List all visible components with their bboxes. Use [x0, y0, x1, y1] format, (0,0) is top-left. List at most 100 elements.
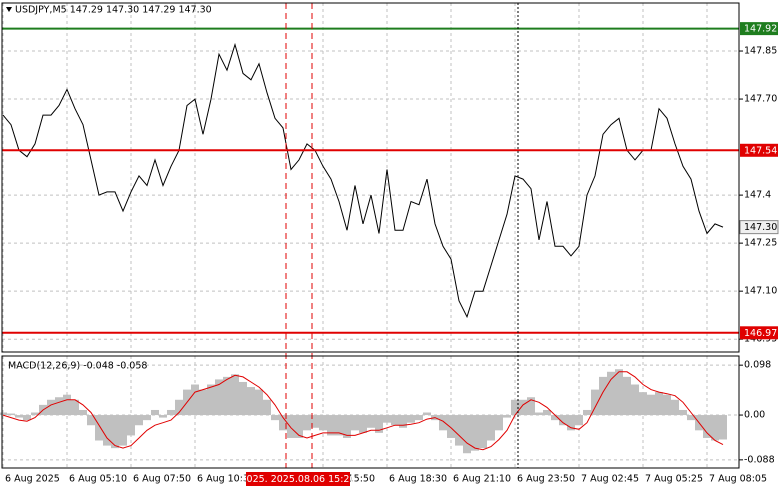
histogram-bar	[575, 415, 583, 426]
histogram-bar	[511, 399, 519, 416]
histogram-bar	[239, 381, 247, 416]
histogram-bar	[359, 415, 367, 433]
histogram-bar	[447, 415, 455, 438]
histogram-bar	[247, 387, 255, 416]
histogram-bar	[567, 415, 575, 431]
y-tick-label: 0.00	[744, 410, 765, 421]
macd-panel-border	[1, 355, 740, 469]
symbol-menu-icon[interactable]	[6, 7, 12, 12]
y-tick-label: 147.70	[744, 94, 777, 105]
histogram-bar	[159, 415, 167, 418]
histogram-bar	[7, 413, 15, 416]
histogram-bar	[663, 394, 671, 416]
level-tag	[740, 326, 778, 340]
histogram-bar	[591, 389, 599, 416]
histogram-bar	[263, 399, 271, 416]
histogram-bar	[647, 394, 655, 416]
histogram-bar	[439, 415, 447, 431]
histogram-bar	[167, 409, 175, 416]
histogram-bar	[287, 415, 295, 438]
histogram-bar	[63, 394, 71, 416]
histogram-bar	[271, 415, 279, 421]
histogram-bar	[151, 409, 159, 416]
histogram-bar	[559, 415, 567, 426]
histogram-bar	[423, 412, 431, 416]
histogram-bar	[191, 384, 199, 416]
last-price-label: 147.30	[744, 222, 777, 233]
x-tick-label: 6 Aug 07:50	[133, 474, 191, 485]
last-price-tag	[739, 220, 779, 235]
x-tick-label: 6 Aug 05:10	[69, 474, 127, 485]
level-label: 147.92	[744, 24, 777, 35]
histogram-bar	[551, 415, 559, 421]
histogram-bar	[543, 409, 551, 416]
histogram-bar	[335, 415, 343, 436]
histogram-bar	[319, 415, 327, 431]
x-tick-label: 6 Aug 2025	[5, 474, 60, 485]
level-label: 146.97	[744, 328, 777, 339]
histogram-bar	[687, 415, 695, 421]
histogram-bar	[255, 389, 263, 416]
y-tick-label: 147.25	[744, 238, 777, 249]
histogram-bar	[199, 389, 207, 416]
histogram-bar	[399, 415, 407, 428]
chart-title: USDJPY,M5 147.29 147.30 147.29 147.30	[15, 5, 212, 16]
histogram-bar	[639, 392, 647, 416]
x-tick-label: 7 Aug 02:45	[581, 474, 639, 485]
histogram-bar	[623, 376, 631, 416]
x-tick-label: 7 Aug 08:05	[709, 474, 767, 485]
x-tick-label: 6 Aug 21:10	[453, 474, 511, 485]
histogram-bar	[295, 415, 303, 438]
indicator-title: MACD(12,26,9) -0.048 -0.058	[8, 361, 147, 372]
histogram-bar	[535, 412, 543, 416]
histogram-bar	[303, 415, 311, 431]
x-tick-label: 6 Aug 23:50	[517, 474, 575, 485]
histogram-bar	[519, 399, 527, 416]
histogram-bar	[135, 415, 143, 426]
y-tick-label: 147.4	[744, 190, 771, 201]
histogram-bar	[407, 415, 415, 423]
histogram-bar	[47, 399, 55, 416]
histogram-bar	[487, 415, 495, 441]
histogram-bar	[719, 415, 727, 440]
histogram-bar	[55, 397, 63, 416]
histogram-bar	[495, 415, 503, 431]
y-tick-label: -0.088	[744, 454, 775, 465]
histogram-bar	[175, 399, 183, 416]
histogram-bar	[503, 415, 511, 418]
labels-layer: 147.85147.70147.4147.25147.10146.95147.9…	[5, 22, 779, 486]
histogram-bar	[383, 415, 391, 423]
histogram-bar	[367, 415, 375, 428]
y-tick-label: 147.85	[744, 46, 777, 57]
histogram-bar	[111, 415, 119, 449]
histogram-bar	[615, 369, 623, 416]
histogram-bar	[527, 397, 535, 416]
histogram-bar	[31, 412, 39, 416]
histogram-bar	[207, 384, 215, 416]
main-panel-border	[1, 2, 740, 353]
histogram-bar	[95, 415, 103, 441]
histogram-bar	[103, 415, 111, 446]
histogram-bar	[415, 415, 423, 421]
marks-layer	[0, 27, 739, 454]
histogram-bar	[127, 415, 135, 436]
histogram-bar	[375, 415, 383, 433]
y-tick-label: 0.098	[744, 360, 771, 371]
x-tick-label: 7 Aug 05:25	[645, 474, 703, 485]
histogram-bar	[463, 415, 471, 454]
histogram-bar	[71, 399, 79, 416]
histogram-bar	[0, 412, 7, 416]
level-label: 147.54	[744, 145, 777, 156]
histogram-bar	[479, 415, 487, 449]
histogram-bar	[279, 415, 287, 431]
histogram-bar	[351, 415, 359, 431]
histogram-bar	[15, 415, 23, 418]
x-tick-label: 6 Aug 10:30	[197, 474, 255, 485]
histogram-bar	[655, 392, 663, 416]
histogram-bar	[631, 384, 639, 416]
histogram-bar	[343, 415, 351, 438]
histogram-bar	[455, 415, 463, 446]
signal-line	[2, 371, 724, 451]
